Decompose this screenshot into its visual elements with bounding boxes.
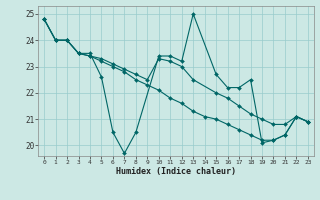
X-axis label: Humidex (Indice chaleur): Humidex (Indice chaleur) [116,167,236,176]
